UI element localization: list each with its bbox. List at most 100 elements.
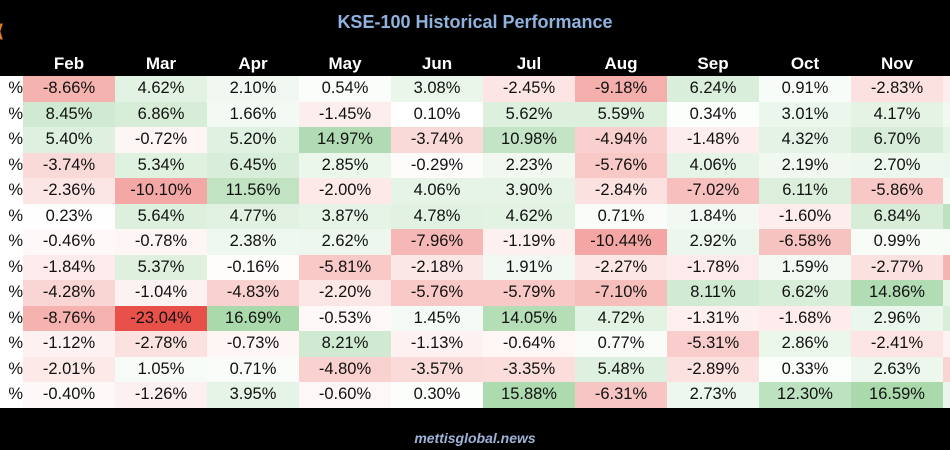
return-cell: -1.84% bbox=[23, 254, 115, 280]
return-cell: 10.98% bbox=[483, 127, 575, 153]
table-row: % -1.12% -2.78% -0.73% 8.21% -1.13% -0.64% 0.77… bbox=[0, 331, 950, 357]
return-cell: 1.74% bbox=[943, 178, 950, 204]
return-cell: % bbox=[0, 101, 23, 127]
return-cell: -1.31% bbox=[667, 305, 759, 331]
return-cell: -8.47% bbox=[943, 254, 950, 280]
return-cell: 15.88% bbox=[483, 382, 575, 408]
return-cell: % bbox=[0, 382, 23, 408]
return-cell: -7.10% bbox=[575, 280, 667, 306]
return-cell: -9.18% bbox=[575, 76, 667, 102]
return-cell: 3.87% bbox=[299, 203, 391, 229]
return-cell: 1.66% bbox=[207, 101, 299, 127]
return-cell: -2.36% bbox=[23, 178, 115, 204]
return-cell: 3.95% bbox=[207, 382, 299, 408]
return-cell: -3.57% bbox=[391, 356, 483, 382]
return-cell: -4.28% bbox=[23, 280, 115, 306]
logo-fragment: ⟨ bbox=[0, 20, 6, 42]
return-cell: 3.01% bbox=[759, 101, 851, 127]
return-cell: -2.77% bbox=[851, 254, 943, 280]
return-cell: -4.83% bbox=[207, 280, 299, 306]
return-cell: % bbox=[0, 356, 23, 382]
return-cell: 5.48% bbox=[575, 356, 667, 382]
return-cell: 3.08% bbox=[391, 76, 483, 102]
return-cell: -23.04% bbox=[115, 305, 207, 331]
return-cell: 6.86% bbox=[115, 101, 207, 127]
return-cell: -2.83% bbox=[851, 76, 943, 102]
return-cell: 3.68% bbox=[943, 280, 950, 306]
return-cell: -2.45% bbox=[483, 76, 575, 102]
return-cell: -3.35% bbox=[483, 356, 575, 382]
return-cell: -0.16% bbox=[207, 254, 299, 280]
return-cell: 8.21% bbox=[299, 331, 391, 357]
return-cell: -5.79% bbox=[483, 280, 575, 306]
return-cell: 14.86% bbox=[851, 280, 943, 306]
month-header-apr: Apr bbox=[207, 51, 299, 76]
return-cell: 16.59% bbox=[851, 382, 943, 408]
return-cell: 6.54% bbox=[943, 305, 950, 331]
return-cell: 5.37% bbox=[115, 254, 207, 280]
return-cell: 1.84% bbox=[667, 203, 759, 229]
return-cell: 4.62% bbox=[483, 203, 575, 229]
return-cell: 0.33% bbox=[759, 356, 851, 382]
return-cell: -10.10% bbox=[115, 178, 207, 204]
return-cell: -5.76% bbox=[575, 152, 667, 178]
table-row: % -8.76% -23.04% 16.69% -0.53% 1.45% 14.05% 4.7… bbox=[0, 305, 950, 331]
return-cell: -7.96% bbox=[391, 229, 483, 255]
return-cell: -0.64% bbox=[483, 331, 575, 357]
return-cell: -2.89% bbox=[667, 356, 759, 382]
return-cell: -2.01% bbox=[23, 356, 115, 382]
return-cell: 6.84% bbox=[851, 203, 943, 229]
return-cell: 1.59% bbox=[759, 254, 851, 280]
return-cell: -2.20% bbox=[299, 280, 391, 306]
return-cell: 5.34% bbox=[115, 152, 207, 178]
return-cell: % bbox=[0, 280, 23, 306]
return-cell: 2.23% bbox=[483, 152, 575, 178]
return-cell: 4.06% bbox=[391, 178, 483, 204]
return-cell: -3.74% bbox=[391, 127, 483, 153]
return-cell: -0.53% bbox=[299, 305, 391, 331]
table-row: % -3.74% 5.34% 6.45% 2.85% -0.29% 2.23% -5.76% 4… bbox=[0, 152, 950, 178]
return-cell: -2.84% bbox=[575, 178, 667, 204]
table-row: % -1.84% 5.37% -0.16% -5.81% -2.18% 1.91% -2.27… bbox=[0, 254, 950, 280]
month-header-aug: Aug bbox=[575, 51, 667, 76]
return-cell: 12.30% bbox=[759, 382, 851, 408]
return-cell: 3.95% bbox=[943, 127, 950, 153]
return-cell: 5.62% bbox=[483, 101, 575, 127]
return-cell: -1.04% bbox=[115, 280, 207, 306]
table-row: % -8.66% 4.62% 2.10% 0.54% 3.08% -2.45% -9.18% 6… bbox=[0, 76, 950, 102]
table-row: % -2.01% 1.05% 0.71% -4.80% -3.57% -3.35% 5.48%… bbox=[0, 356, 950, 382]
return-cell: -1.60% bbox=[943, 76, 950, 102]
month-header-may: May bbox=[299, 51, 391, 76]
return-cell: 2.99% bbox=[943, 152, 950, 178]
return-cell: 3.17% bbox=[943, 382, 950, 408]
return-cell: -1.00% bbox=[943, 331, 950, 357]
return-cell: 2.73% bbox=[667, 382, 759, 408]
return-cell: % bbox=[0, 305, 23, 331]
table-row: % -2.36% -10.10% 11.56% -2.00% 4.06% 3.90% -2.8… bbox=[0, 178, 950, 204]
return-cell: 2.63% bbox=[851, 356, 943, 382]
return-cell: 8.11% bbox=[667, 280, 759, 306]
month-header-feb: Feb bbox=[23, 51, 115, 76]
performance-table: JanFebMarAprMayJunJulAugSepOctNovDec %-8… bbox=[0, 51, 950, 408]
table-row: % 0.23% 5.64% 4.77% 3.87% 4.78% 4.62% 0.71% 1.84… bbox=[0, 203, 950, 229]
month-header-mar: Mar bbox=[115, 51, 207, 76]
return-cell: -1.60% bbox=[759, 203, 851, 229]
return-cell: 0.71% bbox=[207, 356, 299, 382]
return-cell: -5.86% bbox=[851, 178, 943, 204]
month-header-jan: Jan bbox=[0, 51, 23, 76]
return-cell: 0.91% bbox=[759, 76, 851, 102]
return-cell: 2.38% bbox=[207, 229, 299, 255]
return-cell: 5.59% bbox=[575, 101, 667, 127]
return-cell: -0.46% bbox=[23, 229, 115, 255]
return-cell: 2.86% bbox=[759, 331, 851, 357]
return-cell: -0.78% bbox=[115, 229, 207, 255]
return-cell: % bbox=[0, 331, 23, 357]
month-header-jul: Jul bbox=[483, 51, 575, 76]
return-cell: 1.05% bbox=[115, 356, 207, 382]
return-cell: -8.66% bbox=[23, 76, 115, 102]
return-cell: -0.40% bbox=[23, 382, 115, 408]
return-cell: -1.48% bbox=[667, 127, 759, 153]
chart-title: KSE-100 Historical Performance bbox=[337, 12, 613, 32]
return-cell: 2.85% bbox=[299, 152, 391, 178]
